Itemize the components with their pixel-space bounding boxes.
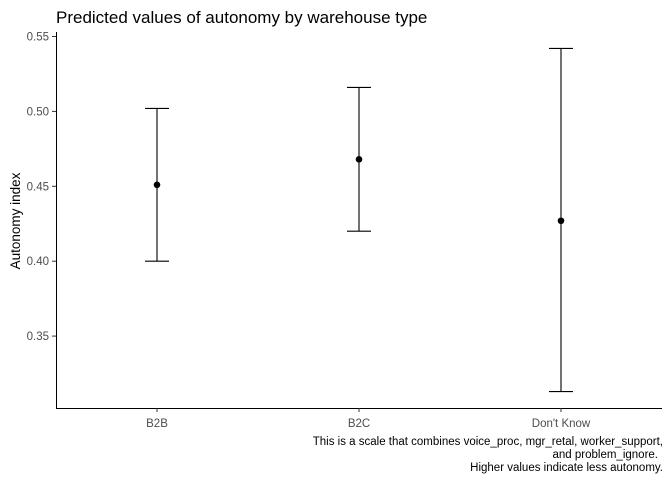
data-point [153, 181, 161, 189]
error-bars [145, 47, 573, 393]
caption-line-1: This is a scale that combines voice_proc… [313, 436, 663, 448]
y-tick-label: 0.55 [27, 31, 49, 43]
data-point [557, 217, 565, 225]
x-ticks: B2B B2C Don't Know [146, 408, 591, 430]
caption-line-2: and problem_ignore. [553, 449, 659, 461]
caption-line-3: Higher values indicate less autonomy. [470, 462, 663, 474]
y-tick-label: 0.50 [27, 106, 49, 118]
x-tick-label: B2C [348, 418, 370, 430]
chart-title: Predicted values of autonomy by warehous… [56, 8, 427, 27]
points [153, 156, 565, 225]
y-tick-label: 0.40 [27, 256, 49, 268]
y-ticks: 0.35 0.40 0.45 0.50 0.55 [27, 31, 56, 343]
x-tick-label: B2B [146, 418, 168, 430]
y-tick-label: 0.35 [27, 331, 49, 343]
x-tick-label: Don't Know [532, 418, 591, 430]
y-axis-label: Autonomy index [8, 172, 23, 269]
y-tick-label: 0.45 [27, 181, 49, 193]
data-point [355, 156, 363, 163]
